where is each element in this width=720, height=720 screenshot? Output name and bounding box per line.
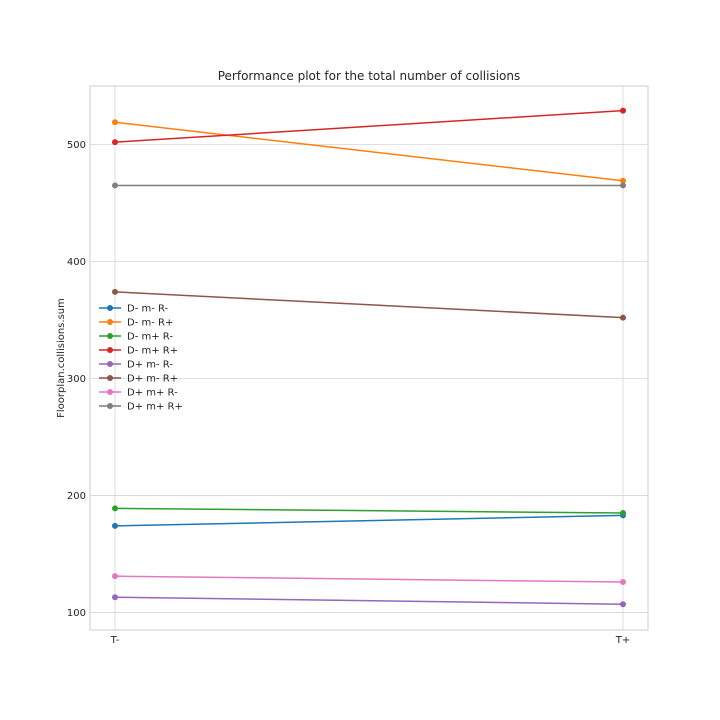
legend-item: D- m- R+ <box>99 318 173 329</box>
data-point <box>112 505 118 512</box>
legend-label: D- m- R+ <box>127 318 173 329</box>
series-line <box>114 507 624 514</box>
y-tick-label: 300 <box>67 374 86 385</box>
series-3 <box>112 107 626 146</box>
legend-item: D+ m+ R+ <box>99 402 183 413</box>
data-point <box>620 579 626 586</box>
data-point <box>620 601 626 608</box>
legend-marker <box>107 319 113 325</box>
legend-marker <box>107 347 113 353</box>
legend-label: D+ m- R- <box>127 360 173 371</box>
legend-item: D- m- R- <box>99 304 169 315</box>
legend-item: D- m+ R+ <box>99 346 178 357</box>
series-2 <box>112 505 626 517</box>
legend-item: D+ m- R+ <box>99 374 178 385</box>
legend-item: D- m+ R- <box>99 332 173 343</box>
series-line <box>114 596 624 606</box>
data-point <box>112 573 118 580</box>
y-tick-label: 500 <box>67 140 86 151</box>
legend-marker <box>107 333 113 339</box>
legend-marker <box>107 305 113 311</box>
legend: D- m- R- D- m- R+ D- m+ R- D- m+ R+ D+ m- R-… <box>99 304 183 413</box>
series-line <box>114 121 624 182</box>
data-point <box>112 288 118 295</box>
legend-label: D+ m- R+ <box>127 374 178 385</box>
series-7 <box>112 182 626 189</box>
legend-label: D+ m+ R- <box>127 388 178 399</box>
legend-item: D+ m- R- <box>99 360 173 371</box>
y-tick-label: 400 <box>67 257 86 268</box>
plot-area <box>89 85 649 631</box>
legend-marker <box>107 375 113 381</box>
x-tick-label: T+ <box>615 635 631 646</box>
legend-label: D- m- R- <box>127 304 169 315</box>
legend-item: D+ m+ R- <box>99 388 178 399</box>
series-1 <box>112 119 626 184</box>
legend-label: D+ m+ R+ <box>127 402 183 413</box>
series-line <box>114 109 624 143</box>
legend-marker <box>107 389 113 395</box>
series-6 <box>112 573 626 586</box>
series-line <box>114 575 624 583</box>
data-point <box>112 594 118 601</box>
legend-marker <box>107 361 113 367</box>
data-point <box>620 182 626 189</box>
y-tick-label: 200 <box>67 491 86 502</box>
legend-label: D- m+ R+ <box>127 346 178 357</box>
grid <box>90 86 648 630</box>
x-tick-label: T- <box>110 635 120 646</box>
data-point <box>112 119 118 126</box>
legend-marker <box>107 403 113 409</box>
series-0 <box>112 512 626 529</box>
data-point <box>620 107 626 114</box>
data-point <box>112 522 118 529</box>
data-point <box>620 177 626 184</box>
series-4 <box>112 594 626 608</box>
series-line <box>114 514 624 527</box>
data-point <box>112 139 118 146</box>
ticks-layer: 100 200 300 400 500 T- T+ <box>67 140 630 646</box>
series-line <box>114 291 624 319</box>
data-point <box>112 182 118 189</box>
y-tick-label: 100 <box>67 608 86 619</box>
chart-title: Performance plot for the total number of… <box>218 69 521 83</box>
data-point <box>620 314 626 321</box>
data-point <box>620 510 626 517</box>
series-layer <box>112 107 626 608</box>
series-5 <box>112 288 626 321</box>
legend-label: D- m+ R- <box>127 332 173 343</box>
y-axis-label: Floorplan.collisions.sum <box>56 298 67 418</box>
